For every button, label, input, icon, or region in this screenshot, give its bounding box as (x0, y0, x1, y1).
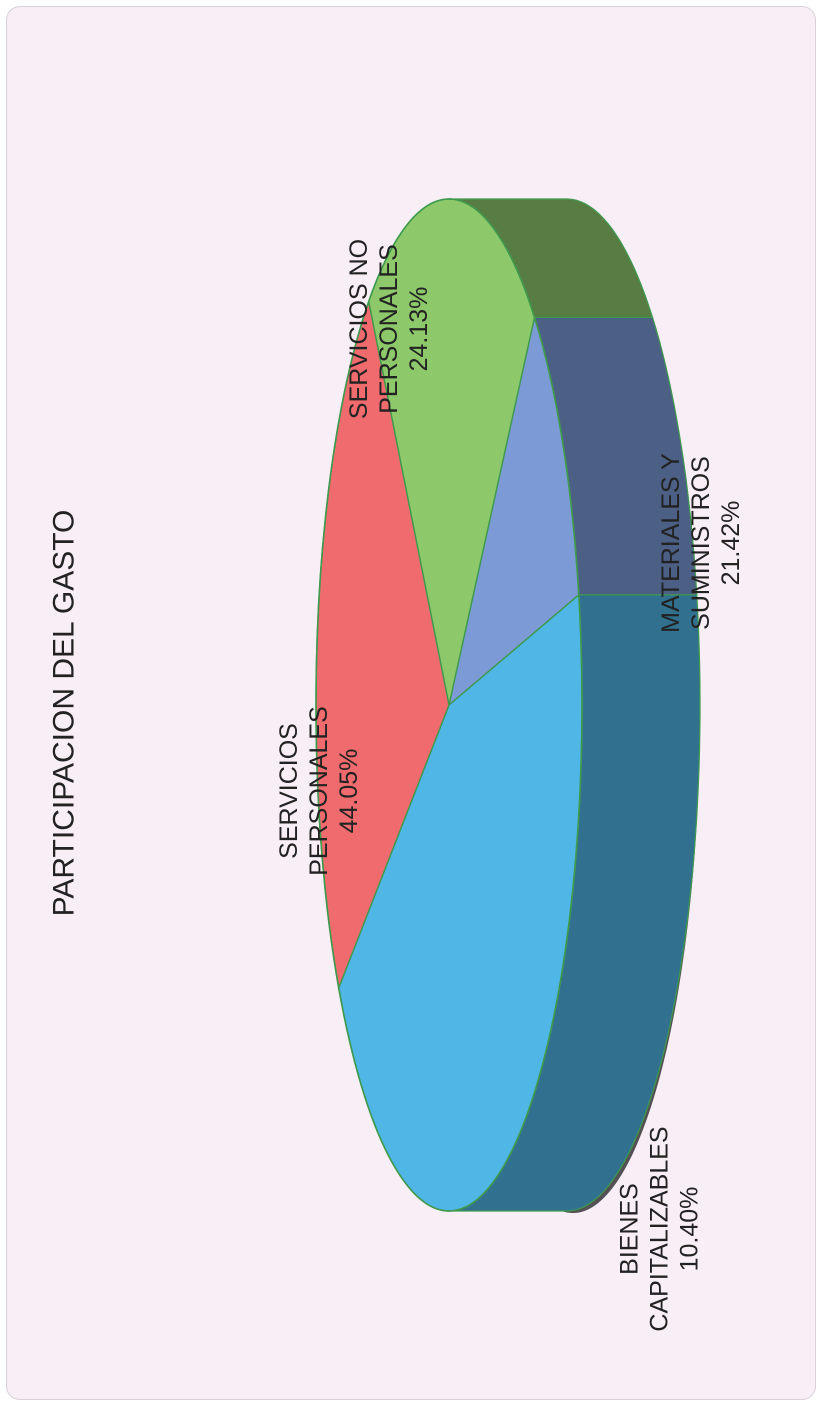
slice-label-line: PERSONALES (375, 244, 404, 414)
slice-value-label: 24.13% (405, 286, 434, 372)
slice-label-line: PERSONALES (304, 706, 333, 876)
slice-value-label: 10.40% (675, 1186, 704, 1272)
slice-label-bienes-capitalizables: BIENES CAPITALIZABLES 10.40% (614, 1126, 704, 1331)
slice-label-line: SERVICIOS NO (345, 238, 374, 420)
slice-label-servicios-personales: SERVICIOS PERSONALES 44.05% (274, 706, 364, 876)
slice-label-line: SERVICIOS (274, 723, 303, 859)
slice-label-line: CAPITALIZABLES (645, 1126, 674, 1332)
slice-label-materiales-y-suministros: MATERIALES Y SUMINISTROS 21.42% (656, 453, 746, 633)
chart-title: PARTICIPACION DEL GASTO (46, 509, 80, 917)
chart-area: PARTICIPACION DEL GASTO SERVICIOS PERSON… (6, 6, 816, 1400)
slice-label-line: SUMINISTROS (686, 456, 715, 630)
pie-sides (448, 198, 701, 1212)
slice-value-label: 44.05% (334, 748, 363, 834)
pie-rim (315, 198, 583, 1212)
slice-label-line: MATERIALES Y (656, 453, 685, 633)
slice-label-line: BIENES (615, 1183, 644, 1275)
pie-chart (315, 198, 701, 1213)
slice-label-servicios-no-personales: SERVICIOS NO PERSONALES 24.13% (344, 239, 434, 419)
slice-value-label: 21.42% (716, 500, 745, 586)
